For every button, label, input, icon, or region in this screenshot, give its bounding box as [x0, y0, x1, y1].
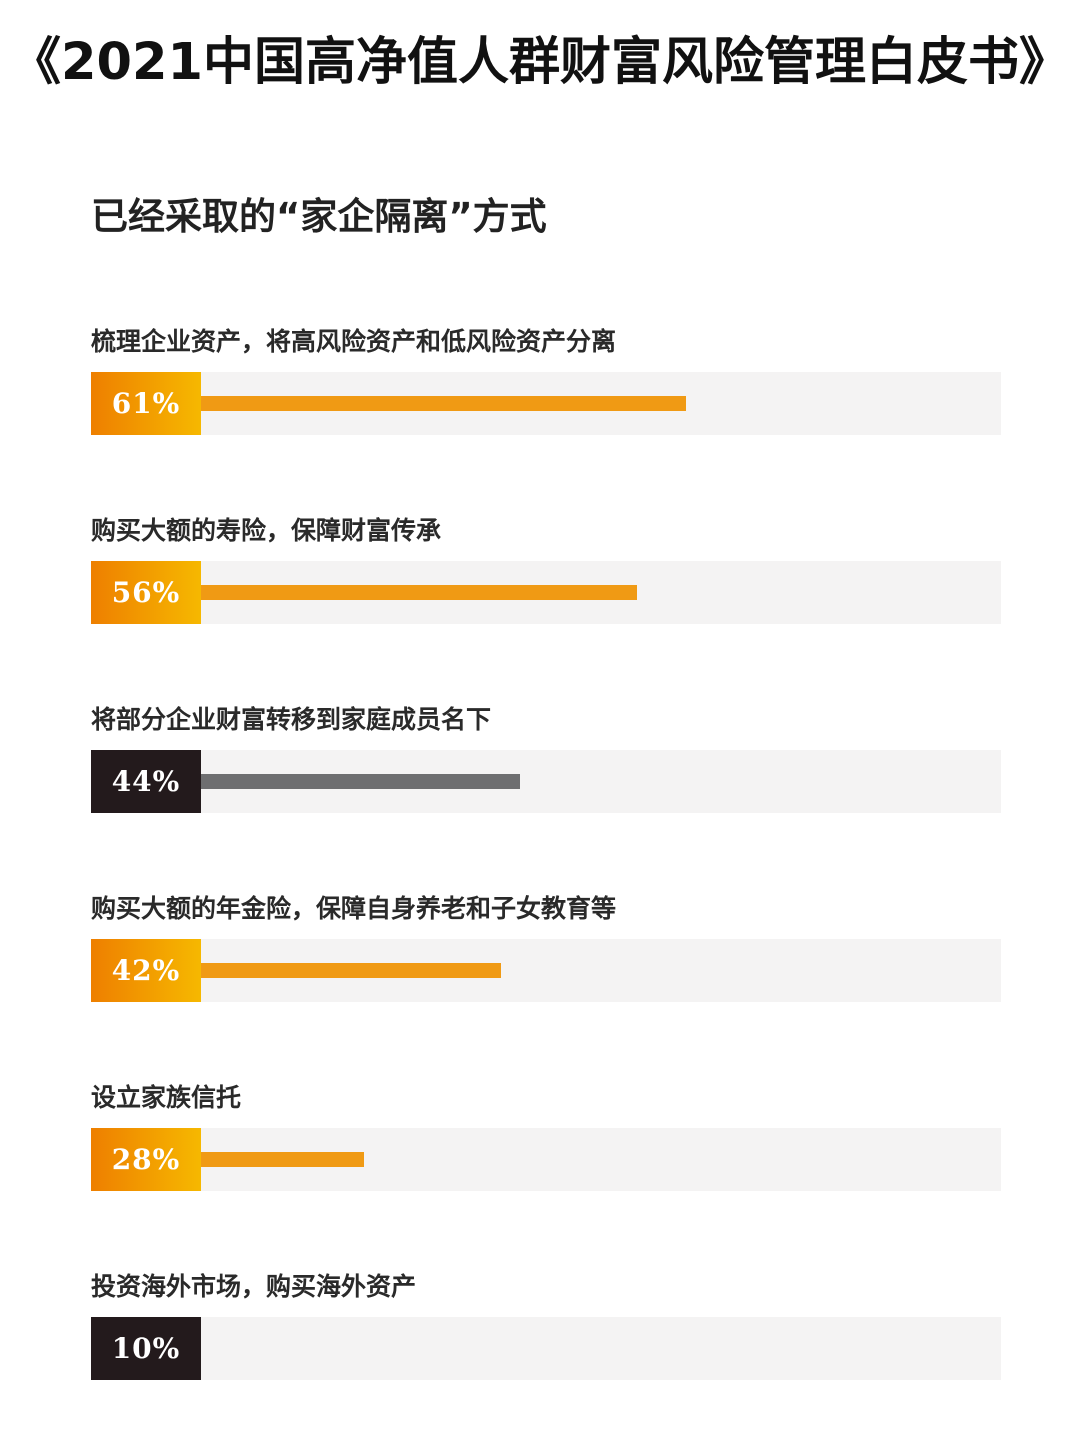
bar-category-label: 设立家族信托 — [91, 1083, 242, 1112]
bar-category-label: 投资海外市场，购买海外资产 — [91, 1272, 417, 1301]
bar-track: 10% — [91, 1317, 1001, 1380]
page-title: 《2021中国高净值人群财富风险管理白皮书》 — [10, 33, 1070, 92]
bar-value-label: 44% — [91, 750, 201, 813]
bar-fill — [201, 963, 501, 978]
bar-category-label: 将部分企业财富转移到家庭成员名下 — [91, 705, 492, 734]
bar-track: 28% — [91, 1128, 1001, 1191]
bar-category-label: 购买大额的年金险，保障自身养老和子女教育等 — [91, 894, 617, 923]
bar-track: 44% — [91, 750, 1001, 813]
bar-row: 购买大额的年金险，保障自身养老和子女教育等 42% — [91, 889, 1001, 1019]
bar-value-label: 42% — [91, 939, 201, 1002]
bar-value-label: 28% — [91, 1128, 201, 1191]
bar-value-label: 61% — [91, 372, 201, 435]
bar-fill — [201, 1152, 364, 1167]
bar-row: 将部分企业财富转移到家庭成员名下 44% — [91, 700, 1001, 830]
bar-track: 56% — [91, 561, 1001, 624]
bar-category-label: 梳理企业资产，将高风险资产和低风险资产分离 — [91, 327, 617, 356]
bar-row: 梳理企业资产，将高风险资产和低风险资产分离 61% — [91, 322, 1001, 452]
bar-category-label: 购买大额的寿险，保障财富传承 — [91, 516, 442, 545]
chart-subtitle: 已经采取的“家企隔离”方式 — [91, 195, 547, 238]
bar-fill — [201, 585, 637, 600]
bar-row: 投资海外市场，购买海外资产 10% — [91, 1267, 1001, 1397]
bar-value-label: 56% — [91, 561, 201, 624]
bar-value-label: 10% — [91, 1317, 201, 1380]
bar-track: 61% — [91, 372, 1001, 435]
bar-fill — [201, 396, 686, 411]
bar-row: 设立家族信托 28% — [91, 1078, 1001, 1208]
bar-track: 42% — [91, 939, 1001, 1002]
bar-row: 购买大额的寿险，保障财富传承 56% — [91, 511, 1001, 641]
bar-fill — [201, 774, 520, 789]
